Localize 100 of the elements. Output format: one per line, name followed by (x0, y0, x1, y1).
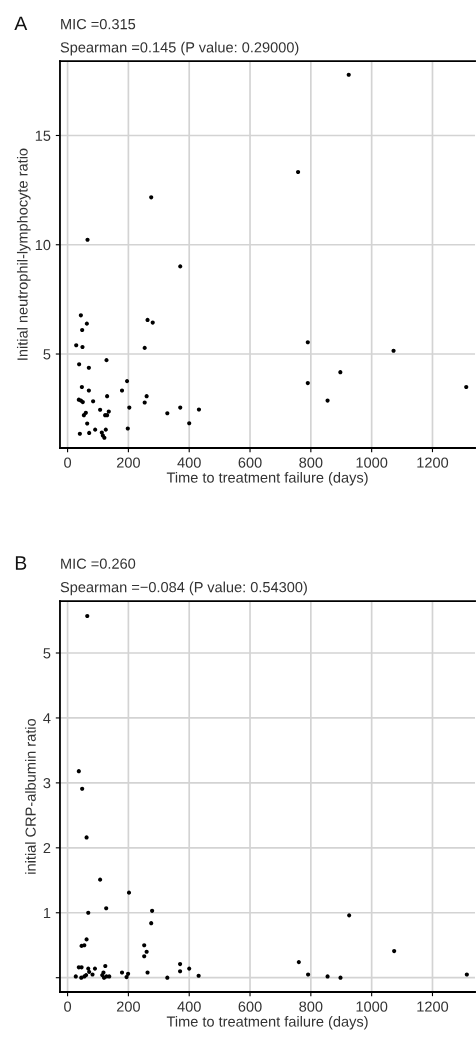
point (87, 430, 92, 435)
y-tick-label: 15 (35, 130, 51, 141)
point (142, 943, 147, 948)
chart-title: MIC =0.315 (61, 18, 136, 30)
x-axis-title: Time to treatment failure (days) (166, 1016, 368, 1030)
point (124, 379, 130, 384)
point (295, 169, 301, 175)
point (80, 327, 85, 333)
x-tick-label: 1000 (356, 457, 388, 468)
point (464, 384, 469, 390)
y-axis-title: initial CRP-albumin ratio (25, 718, 36, 874)
point (178, 405, 183, 410)
point (305, 340, 310, 345)
point (165, 975, 170, 980)
x-tick-label: 400 (177, 1001, 201, 1012)
x-axis-title: Time to treatment failure (days) (166, 472, 368, 486)
point (98, 407, 103, 412)
point (305, 381, 310, 386)
point (142, 954, 147, 959)
x-tick-label: 200 (116, 1001, 140, 1012)
x-tick-label: 0 (64, 457, 72, 468)
point (178, 969, 183, 974)
point (124, 974, 129, 980)
y-tick-label: 10 (35, 239, 51, 251)
point (187, 421, 192, 426)
y-axis-title: Initial neutrophil-lymphocyte ratio (16, 148, 31, 360)
point (325, 398, 330, 403)
point (85, 237, 90, 242)
point (74, 343, 79, 348)
x-tick-label: 1200 (417, 1001, 449, 1012)
point (347, 913, 352, 918)
text: B (15, 556, 27, 570)
point (85, 613, 90, 619)
chart-subtitle: Spearman =0.145 (P value: 0.29000) (60, 41, 299, 56)
point (392, 949, 397, 954)
point (91, 399, 96, 404)
x-tick-label: 1200 (417, 457, 449, 468)
point (187, 966, 192, 971)
point (142, 345, 147, 350)
point (86, 910, 91, 915)
point (126, 971, 131, 976)
point (149, 921, 154, 926)
point (150, 908, 155, 913)
point (145, 317, 150, 323)
point (86, 388, 91, 393)
point (80, 786, 85, 791)
y-tick-label: 2 (43, 842, 51, 854)
point (145, 970, 150, 975)
y-tick-label: 5 (43, 648, 51, 659)
x-tick-label: 400 (177, 457, 201, 468)
point (103, 963, 108, 969)
point (78, 313, 83, 318)
chart-title: MIC =0.260 (61, 558, 136, 569)
point (149, 195, 154, 200)
point (106, 409, 111, 414)
point (144, 949, 149, 954)
x-tick-label: 1000 (356, 1001, 388, 1012)
y-tick-label: 3 (43, 777, 51, 789)
point (346, 72, 351, 77)
x-tick-label: 0 (64, 1001, 72, 1012)
point (178, 264, 183, 269)
point (196, 407, 202, 412)
point (125, 426, 130, 431)
point (86, 365, 91, 370)
point (126, 890, 132, 895)
point (103, 427, 108, 432)
point (85, 421, 90, 426)
point (464, 972, 469, 977)
point (150, 320, 155, 325)
point (338, 370, 343, 375)
point (306, 972, 311, 977)
point (144, 394, 149, 399)
x-tick-label: 800 (299, 1001, 323, 1012)
y-tick-label: 4 (43, 713, 51, 724)
point (196, 973, 201, 978)
point (93, 427, 98, 432)
text: A (14, 16, 28, 31)
point (105, 394, 110, 399)
point (76, 769, 81, 774)
point (165, 411, 170, 416)
point (77, 431, 82, 436)
point (84, 321, 89, 326)
point (79, 384, 84, 390)
point (104, 358, 109, 363)
chart-subtitle: Spearman =−0.084 (P value: 0.54300) (60, 581, 307, 596)
point (178, 961, 183, 967)
point (80, 344, 85, 350)
point (98, 877, 103, 882)
point (73, 974, 78, 979)
point (77, 362, 82, 367)
x-tick-label: 600 (238, 1001, 262, 1012)
x-tick-label: 600 (238, 457, 262, 468)
point (92, 966, 98, 971)
point (90, 972, 95, 977)
y-tick-label: 5 (43, 349, 51, 360)
point (296, 960, 301, 965)
x-tick-label: 200 (116, 457, 140, 468)
x-tick-label: 800 (299, 457, 323, 468)
point (104, 906, 109, 911)
y-tick-label: 1 (43, 908, 51, 919)
